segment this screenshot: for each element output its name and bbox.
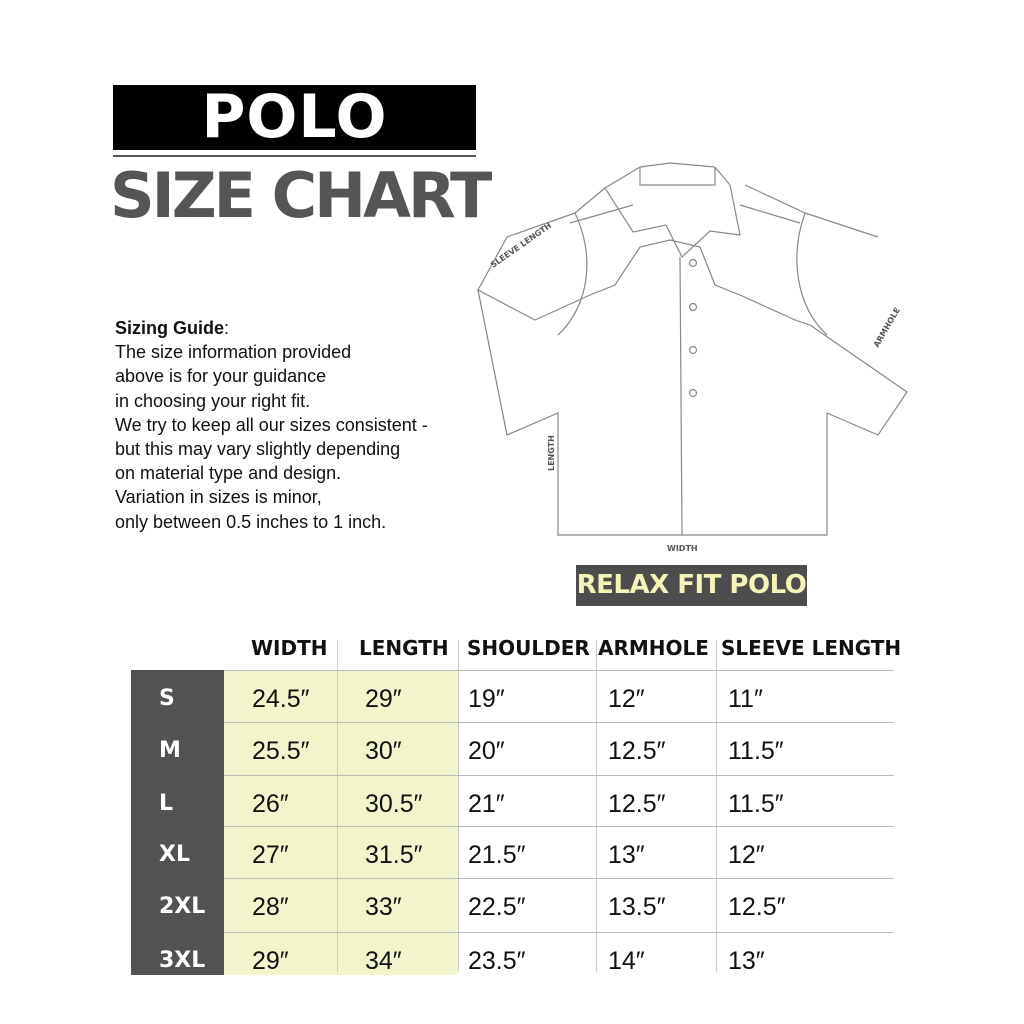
column-divider <box>337 640 338 972</box>
row-divider <box>224 775 894 776</box>
sleeve-length-label: SLEEVE LENGTH <box>489 221 553 270</box>
table-cell: 21″ <box>468 790 505 818</box>
table-cell: 27″ <box>252 841 289 869</box>
column-divider <box>596 640 597 972</box>
table-cell: 12.5″ <box>608 737 666 765</box>
guide-line: The size information provided <box>115 342 352 363</box>
table-cell: 26″ <box>252 790 289 818</box>
sizing-guide: Sizing Guide: The size information provi… <box>115 316 428 534</box>
table-cell: 24.5″ <box>252 685 310 713</box>
column-header: LENGTH <box>359 636 449 660</box>
table-cell: 13″ <box>728 947 765 975</box>
guide-line: Variation in sizes is minor, <box>115 487 322 508</box>
size-label: 3XL <box>159 948 206 973</box>
table-cell: 31.5″ <box>365 841 423 869</box>
table-cell: 21.5″ <box>468 841 526 869</box>
table-cell: 29″ <box>365 685 402 713</box>
fit-badge: RELAX FIT POLO <box>576 565 807 606</box>
table-cell: 30.5″ <box>365 790 423 818</box>
row-divider <box>224 826 894 827</box>
table-cell: 23.5″ <box>468 947 526 975</box>
guide-heading: Sizing Guide <box>115 318 225 338</box>
table-cell: 12″ <box>608 685 645 713</box>
guide-line: only between 0.5 inches to 1 inch. <box>115 511 387 532</box>
page-subtitle: SIZE CHART <box>110 159 492 232</box>
table-cell: 33″ <box>365 893 402 921</box>
guide-line: on material type and design. <box>115 463 342 484</box>
guide-line: in choosing your right fit. <box>115 390 311 411</box>
table-cell: 30″ <box>365 737 402 765</box>
table-cell: 13.5″ <box>608 893 666 921</box>
guide-line: We try to keep all our sizes consistent … <box>115 414 428 435</box>
title-banner: POLO <box>113 85 476 150</box>
row-divider <box>224 932 894 933</box>
size-label: S <box>159 686 175 711</box>
table-cell: 29″ <box>252 947 289 975</box>
table-cell: 12.5″ <box>608 790 666 818</box>
size-label: M <box>159 738 181 763</box>
table-cell: 28″ <box>252 893 289 921</box>
armhole-label: ARMHOLE <box>872 306 902 349</box>
table-cell: 19″ <box>468 685 505 713</box>
table-cell: 20″ <box>468 737 505 765</box>
width-label: WIDTH <box>667 544 698 553</box>
column-header: ARMHOLE <box>598 636 709 660</box>
length-label: LENGTH <box>547 435 556 471</box>
column-header: SHOULDER <box>467 636 590 660</box>
table-cell: 11″ <box>728 685 763 713</box>
guide-line: but this may vary slightly depending <box>115 439 401 460</box>
column-divider <box>716 640 717 972</box>
column-divider <box>458 640 459 972</box>
row-divider <box>224 670 894 671</box>
table-cell: 34″ <box>365 947 402 975</box>
table-cell: 12″ <box>728 841 765 869</box>
column-header: SLEEVE LENGTH <box>721 636 902 660</box>
highlight-columns <box>224 670 458 975</box>
table-cell: 13″ <box>608 841 645 869</box>
size-label: L <box>159 791 174 816</box>
table-cell: 22.5″ <box>468 893 526 921</box>
table-cell: 14″ <box>608 947 645 975</box>
row-divider <box>224 722 894 723</box>
guide-colon: : <box>224 318 230 338</box>
size-label: 2XL <box>159 894 206 919</box>
table-cell: 11.5″ <box>728 737 784 765</box>
guide-line: above is for your guidance <box>115 366 327 387</box>
row-divider <box>224 878 894 879</box>
table-cell: 25.5″ <box>252 737 310 765</box>
table-cell: 11.5″ <box>728 790 784 818</box>
table-cell: 12.5″ <box>728 893 786 921</box>
size-label: XL <box>159 842 190 867</box>
divider <box>113 155 476 157</box>
column-header: WIDTH <box>251 636 328 660</box>
shirt-diagram: SLEEVE LENGTH ARMHOLE LENGTH WIDTH <box>477 162 908 553</box>
size-column <box>131 670 224 975</box>
